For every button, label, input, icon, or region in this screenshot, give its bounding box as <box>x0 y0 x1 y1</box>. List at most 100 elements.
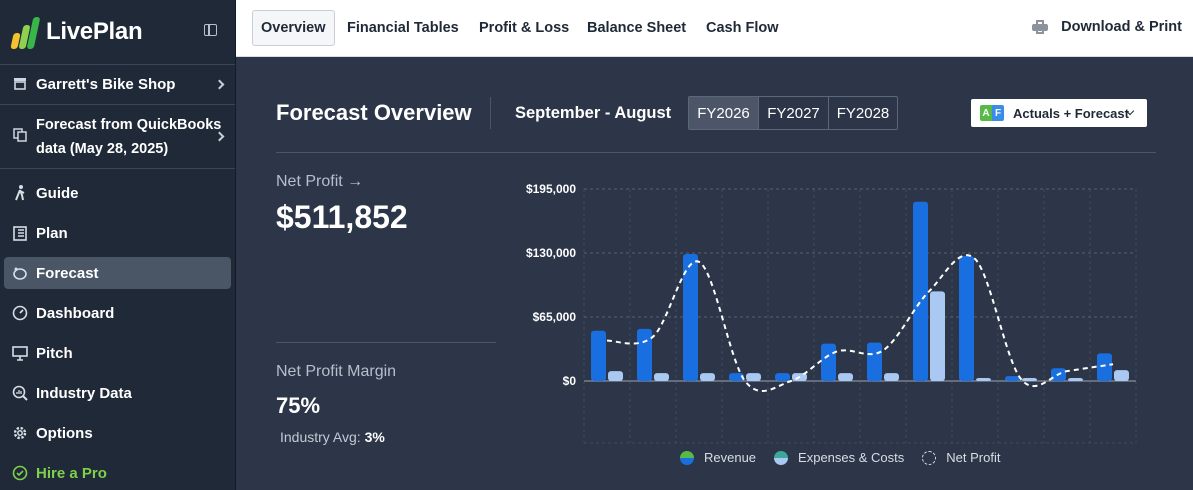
fy-2028-button[interactable]: FY2028 <box>836 104 890 122</box>
industry-avg-label: Industry Avg: <box>280 429 361 445</box>
sidebar-item-guide[interactable]: Guide <box>4 177 231 209</box>
sidebar-item-forecast[interactable]: Forecast <box>4 257 231 289</box>
expenses-bar <box>654 373 669 381</box>
tab-balance-sheet[interactable]: Balance Sheet <box>579 10 694 46</box>
y-tick-label: $65,000 <box>533 310 577 324</box>
revenue-legend-icon <box>680 450 694 465</box>
sidebar-nav: Guide Plan Forecast Dashboard Pitch <box>0 169 235 489</box>
app-name: LivePlan <box>46 18 143 45</box>
legend-net-profit[interactable]: Net Profit <box>922 450 1000 465</box>
revenue-bar <box>637 328 652 381</box>
sidebar-item-label: Hire a Pro <box>36 464 107 482</box>
chevron-right-icon <box>214 79 225 90</box>
revenue-bar <box>1005 376 1020 381</box>
revenue-bar <box>729 373 744 381</box>
revenue-bar <box>775 373 790 381</box>
tab-label: Overview <box>261 20 326 36</box>
y-tick-label: $130,000 <box>526 246 576 260</box>
tab-label: Profit & Loss <box>479 20 570 36</box>
actuals-forecast-icon: A F <box>980 105 1004 121</box>
badge-a: A <box>980 105 992 121</box>
expenses-bar <box>976 378 991 381</box>
legend-label: Net Profit <box>946 450 1001 465</box>
liveplan-logo-icon <box>10 15 41 49</box>
net-profit-line <box>606 254 1114 393</box>
hiking-icon <box>12 185 28 201</box>
forecast-chart: $195,000 $130,000 $65,000 $0 <box>526 182 1137 444</box>
magnifier-chart-icon <box>12 385 28 401</box>
expenses-bar <box>930 291 945 381</box>
net-profit-margin-label: Net Profit Margin <box>276 363 397 380</box>
net-profit-margin-value: 75% <box>276 393 321 418</box>
sidebar-item-label: Plan <box>36 224 68 242</box>
notebook-icon <box>12 225 28 241</box>
tab-cash-flow[interactable]: Cash Flow <box>698 10 787 46</box>
tab-label: Balance Sheet <box>587 20 687 36</box>
legend-revenue[interactable]: Revenue <box>680 450 756 465</box>
revenue-bar <box>913 201 928 381</box>
download-print-button[interactable]: Download & Print <box>1032 19 1182 35</box>
actuals-forecast-dropdown[interactable]: A F Actuals + Forecast <box>971 99 1147 127</box>
y-tick-label: $195,000 <box>526 182 576 196</box>
fiscal-year-selector: FY2026 FY2027 FY2028 <box>688 96 898 130</box>
expenses-bar <box>746 373 761 381</box>
fiscal-period: September - August <box>515 104 672 122</box>
expenses-bar <box>700 373 715 381</box>
legend-label: Expenses & Costs <box>798 450 905 465</box>
sidebar-item-pitch[interactable]: Pitch <box>4 337 231 369</box>
sidebar: LivePlan Garrett's Bike Shop Forecast fr… <box>0 0 236 490</box>
expenses-bar <box>884 373 899 381</box>
sidebar-item-industry-data[interactable]: Industry Data <box>4 377 231 409</box>
sidebar-item-hire-a-pro[interactable]: Hire a Pro <box>4 457 231 489</box>
sidebar-item-label: Pitch <box>36 344 73 362</box>
revenue-bar <box>959 255 974 381</box>
chart-legend: Revenue Expenses & Costs Net Profit <box>680 450 1018 465</box>
header-rule <box>276 152 1156 153</box>
store-icon <box>12 77 28 93</box>
collapse-sidebar-icon[interactable] <box>204 24 217 36</box>
expenses-bar <box>1114 370 1129 381</box>
expenses-bar <box>1068 378 1083 381</box>
sidebar-item-label: Forecast <box>36 264 99 282</box>
source-line-2: data (May 28, 2025) <box>36 140 169 157</box>
top-tab-bar: Overview Financial Tables Profit & Loss … <box>236 0 1193 57</box>
download-print-label: Download & Print <box>1061 19 1182 35</box>
printer-icon <box>1032 20 1049 34</box>
sidebar-item-dashboard[interactable]: Dashboard <box>4 297 231 329</box>
tab-financial-tables[interactable]: Financial Tables <box>339 10 467 46</box>
sidebar-item-label: Industry Data <box>36 384 132 402</box>
forecast-source-selector[interactable]: Forecast from QuickBooks data (May 28, 2… <box>0 105 235 169</box>
logo[interactable]: LivePlan <box>0 0 235 64</box>
fy-2026-button[interactable]: FY2026 <box>689 97 759 129</box>
view-select-value: Actuals + Forecast <box>1013 105 1129 121</box>
gear-icon <box>12 425 28 441</box>
revenue-bar <box>821 343 836 381</box>
revenue-bar <box>683 253 698 381</box>
tab-profit-loss[interactable]: Profit & Loss <box>471 10 577 46</box>
legend-label: Revenue <box>704 450 757 465</box>
fy-2027-button[interactable]: FY2027 <box>759 97 829 129</box>
expenses-legend-icon <box>774 450 789 465</box>
source-line-1: Forecast from QuickBooks <box>36 116 222 133</box>
metrics-divider <box>276 342 496 343</box>
piggy-bank-icon <box>12 265 28 281</box>
business-name: Garrett's Bike Shop <box>36 76 176 93</box>
industry-avg-value: 3% <box>364 429 385 445</box>
sidebar-item-options[interactable]: Options <box>4 417 231 449</box>
y-tick-label: $0 <box>563 374 577 388</box>
expenses-bar <box>838 373 853 381</box>
business-selector[interactable]: Garrett's Bike Shop <box>0 64 235 105</box>
revenue-bar <box>867 342 882 381</box>
sidebar-item-plan[interactable]: Plan <box>4 217 231 249</box>
page-title: Forecast Overview <box>276 100 472 125</box>
sidebar-item-label: Dashboard <box>36 304 115 322</box>
monitor-icon <box>12 345 28 361</box>
expenses-bar <box>608 371 623 381</box>
net-profit-link[interactable]: Net Profit → <box>276 173 364 190</box>
tab-overview[interactable]: Overview <box>252 10 335 46</box>
tab-label: Financial Tables <box>347 20 459 36</box>
revenue-bar <box>591 330 606 381</box>
check-circle-icon <box>12 465 28 481</box>
legend-expenses[interactable]: Expenses & Costs <box>774 450 904 465</box>
net-profit-value: $511,852 <box>276 199 408 235</box>
